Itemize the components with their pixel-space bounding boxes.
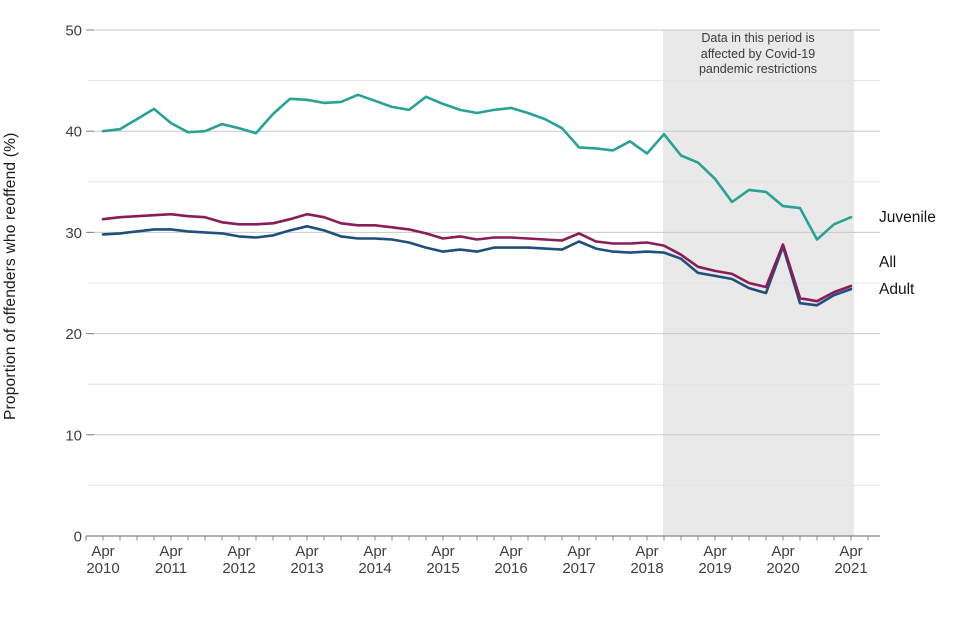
y-tick-label: 40	[65, 124, 82, 141]
juvenile-line	[101, 93, 853, 241]
y-tick-label: 10	[65, 427, 82, 444]
x-tick-label-year: 2020	[766, 560, 799, 577]
adult-line	[101, 225, 853, 307]
series-label-adult: Adult	[879, 281, 915, 298]
x-tick-label-month: Apr	[363, 543, 386, 560]
covid-annotation: Data in this period is affected by Covid…	[660, 31, 856, 78]
x-tick-label-year: 2018	[630, 560, 663, 577]
series-label-juvenile: Juvenile	[879, 209, 936, 226]
x-tick-label-year: 2021	[834, 560, 867, 577]
x-tick-label-month: Apr	[431, 543, 454, 560]
x-tick-label-year: 2011	[155, 560, 187, 577]
x-tick-label-year: 2017	[562, 560, 595, 577]
y-tick-label: 0	[74, 529, 82, 546]
x-tick-label-month: Apr	[295, 543, 318, 560]
x-tick-label-month: Apr	[567, 543, 590, 560]
x-tick-label-year: 2016	[494, 560, 527, 577]
x-tick-label-month: Apr	[771, 543, 794, 560]
x-tick-label-month: Apr	[635, 543, 658, 560]
series-label-all: All	[879, 254, 897, 271]
x-tick-label-year: 2014	[358, 560, 391, 577]
y-tick-label: 30	[65, 225, 82, 242]
x-tick-label-month: Apr	[499, 543, 522, 560]
y-axis-title: Proportion of offenders who reoffend (%)	[2, 132, 19, 420]
y-tick-label: 50	[65, 23, 82, 40]
x-tick-label-year: 2012	[222, 560, 255, 577]
x-tick-label-year: 2015	[426, 560, 459, 577]
x-tick-label-month: Apr	[227, 543, 250, 560]
x-tick-label-month: Apr	[91, 543, 114, 560]
y-tick-label: 20	[65, 326, 82, 343]
x-tick-label-year: 2010	[86, 560, 119, 577]
covid-annotation-line: affected by Covid-19	[700, 46, 816, 61]
x-tick-label-month: Apr	[703, 543, 726, 560]
covid-annotation-line: pandemic restrictions	[698, 62, 818, 76]
x-tick-label-year: 2013	[290, 560, 323, 577]
all-line	[101, 212, 853, 303]
covid-annotation-line: Data in this period is	[701, 31, 815, 45]
x-tick-label-month: Apr	[159, 543, 182, 560]
x-tick-label-year: 2019	[698, 560, 731, 577]
x-tick-label-month: Apr	[839, 543, 862, 560]
